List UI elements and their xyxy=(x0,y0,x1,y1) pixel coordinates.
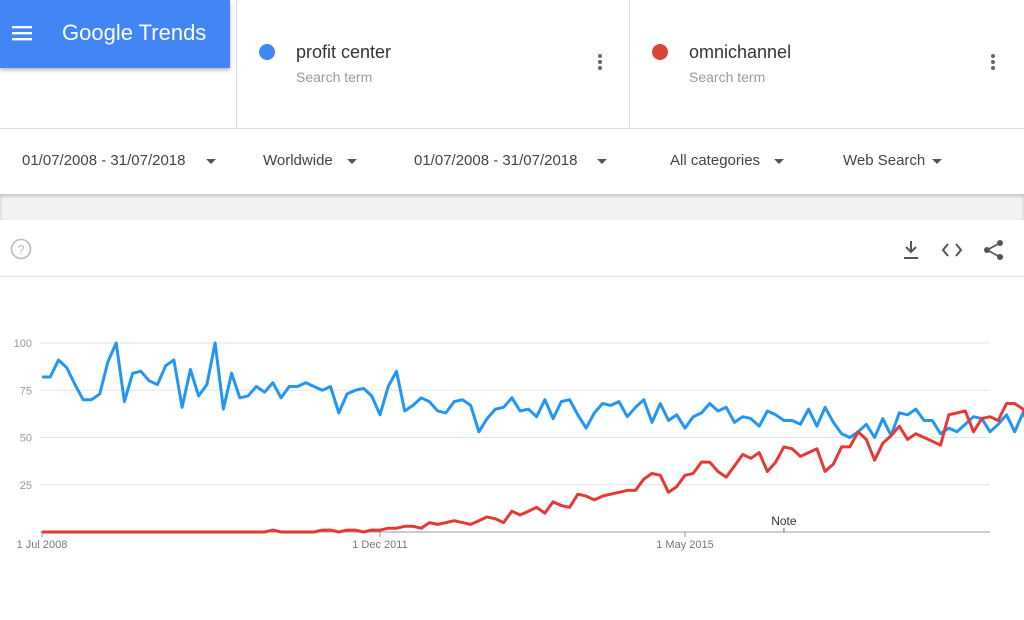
filter-label[interactable]: Web Search xyxy=(843,152,926,169)
svg-text:?: ? xyxy=(17,242,24,257)
band xyxy=(0,194,1024,220)
divider xyxy=(629,0,630,128)
dropdown-arrow[interactable] xyxy=(347,159,357,164)
help-icon[interactable]: ? xyxy=(10,238,32,260)
y-tick-label: 25 xyxy=(20,480,32,492)
series-line xyxy=(42,402,1024,534)
dropdown-arrow[interactable] xyxy=(597,159,607,164)
divider xyxy=(0,276,1024,277)
filter-label[interactable]: 01/07/2008 - 31/07/2018 xyxy=(22,152,186,169)
y-tick-label: 50 xyxy=(20,433,32,445)
filter-label[interactable]: 01/07/2008 - 31/07/2018 xyxy=(414,152,578,169)
term-subtitle: Search term xyxy=(296,69,373,85)
x-tick-label: 1 Dec 2011 xyxy=(352,539,407,551)
term-dot xyxy=(652,44,668,60)
y-tick-label: 100 xyxy=(14,338,32,350)
more-icon[interactable] xyxy=(990,54,996,72)
term-dot xyxy=(259,44,275,60)
dropdown-arrow[interactable] xyxy=(774,159,784,164)
share-icon[interactable] xyxy=(984,240,1003,260)
term-subtitle: Search term xyxy=(689,69,766,85)
embed-icon[interactable] xyxy=(941,243,963,257)
logo-text: Google Trends xyxy=(62,20,207,45)
x-tick-label: 1 May 2015 xyxy=(656,539,713,551)
filter-label[interactable]: All categories xyxy=(670,152,761,169)
chart: 25 50 75 100 1 Jul 2008 1 Dec 2011 1 May 2015 N… xyxy=(14,338,1024,551)
menu-icon[interactable] xyxy=(12,24,34,44)
x-tick-label: 1 Jul 2008 xyxy=(17,539,68,551)
note-label: Note xyxy=(771,514,797,528)
divider xyxy=(0,128,1024,129)
term-name[interactable]: omnichannel xyxy=(689,42,792,62)
term-name[interactable]: profit center xyxy=(296,42,392,62)
toolbar xyxy=(904,240,1003,260)
filter-label[interactable]: Worldwide xyxy=(263,152,333,169)
logo-bar[interactable]: Google Trends xyxy=(0,0,230,68)
dropdown-arrow[interactable] xyxy=(206,159,216,164)
dropdown-arrow[interactable] xyxy=(932,159,942,164)
y-tick-label: 75 xyxy=(20,385,32,397)
divider xyxy=(236,0,237,128)
download-icon[interactable] xyxy=(904,241,918,259)
series-line xyxy=(42,341,1024,439)
more-icon[interactable] xyxy=(597,54,603,72)
